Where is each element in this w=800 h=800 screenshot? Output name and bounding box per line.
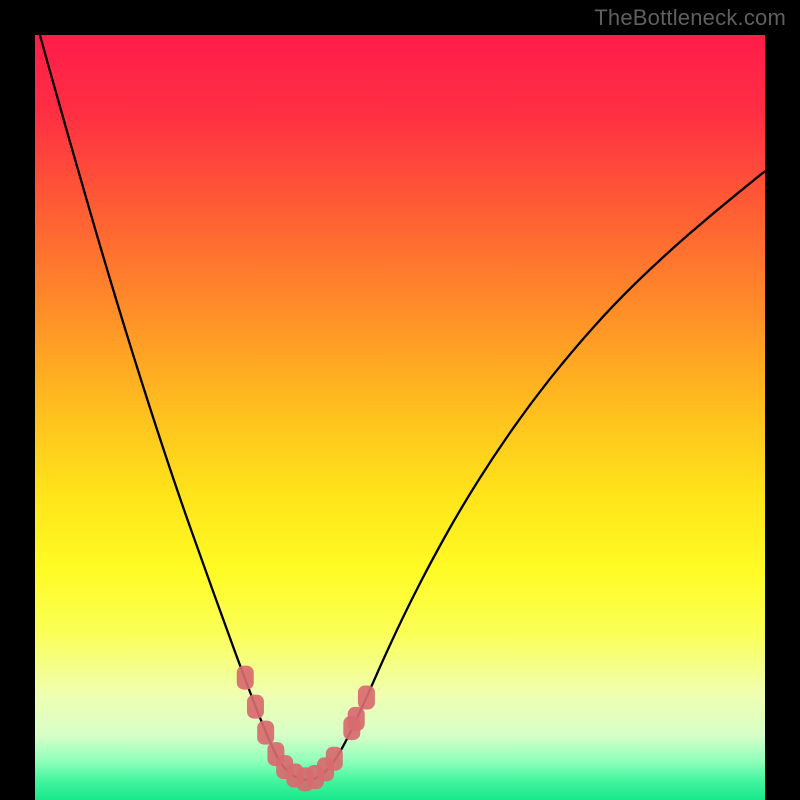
sweet-spot-marker bbox=[257, 721, 274, 745]
sweet-spot-marker bbox=[326, 747, 343, 771]
bottleneck-curve-svg bbox=[0, 0, 800, 800]
attribution-watermark: TheBottleneck.com bbox=[594, 5, 786, 31]
sweet-spot-marker bbox=[247, 695, 264, 719]
bottleneck-curve bbox=[39, 30, 765, 779]
sweet-spot-marker bbox=[237, 666, 254, 690]
chart-root: TheBottleneck.com bbox=[0, 0, 800, 800]
sweet-spot-marker bbox=[348, 707, 365, 731]
sweet-spot-marker bbox=[358, 685, 375, 709]
